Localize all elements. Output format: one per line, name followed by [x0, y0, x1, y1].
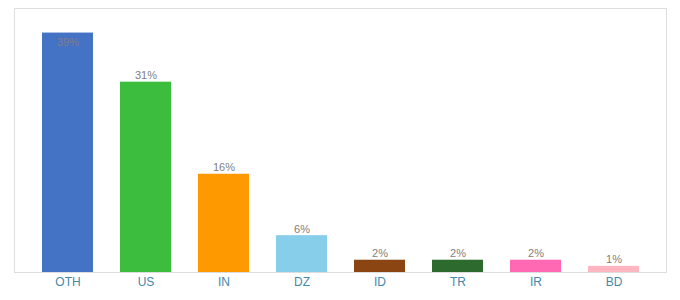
- svg-text:2%: 2%: [450, 247, 466, 259]
- svg-text:ID: ID: [374, 275, 386, 289]
- svg-text:IR: IR: [530, 275, 542, 289]
- svg-text:16%: 16%: [213, 161, 235, 173]
- svg-text:6%: 6%: [294, 223, 310, 235]
- svg-text:US: US: [138, 275, 155, 289]
- svg-text:2%: 2%: [372, 247, 388, 259]
- svg-text:1%: 1%: [606, 253, 622, 265]
- svg-text:DZ: DZ: [294, 275, 310, 289]
- svg-text:TR: TR: [450, 275, 466, 289]
- svg-text:BD: BD: [606, 275, 623, 289]
- svg-text:IN: IN: [218, 275, 230, 289]
- svg-text:2%: 2%: [528, 247, 544, 259]
- svg-text:31%: 31%: [135, 69, 157, 81]
- svg-text:39%: 39%: [57, 36, 79, 48]
- svg-text:OTH: OTH: [55, 275, 80, 289]
